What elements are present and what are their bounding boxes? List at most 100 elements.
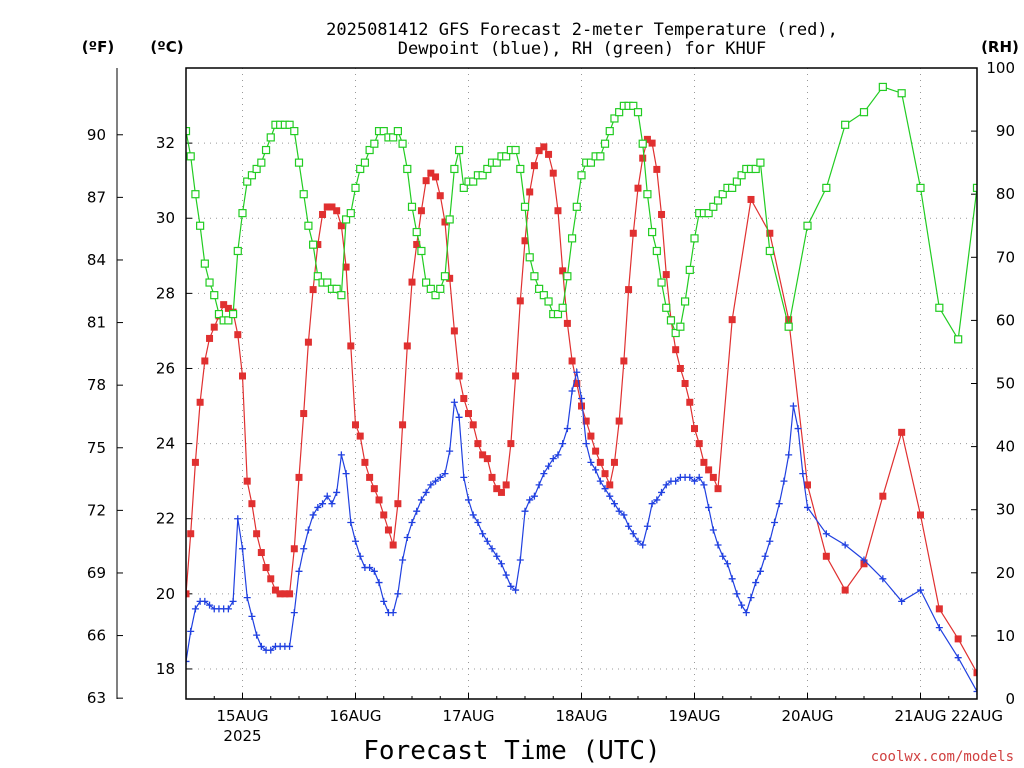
temperature-point (408, 278, 416, 286)
dewpoint-point (789, 402, 797, 410)
rh-point (511, 145, 520, 155)
temperature-point (186, 590, 190, 598)
dewpoint-point (695, 473, 703, 481)
dewpoint-point (267, 646, 275, 654)
dewpoint-point (860, 556, 868, 564)
rh-point (671, 328, 680, 338)
rh-point (252, 164, 261, 174)
rh-point (478, 171, 487, 180)
dewpoint-point (319, 500, 327, 508)
dewpoint-point (229, 597, 237, 605)
temperature-point (526, 188, 534, 196)
rh-tick-label: 30 (996, 501, 1015, 519)
temperature-point (314, 241, 322, 249)
temperature-point (422, 177, 430, 185)
temperature-point (549, 169, 557, 177)
rh-point (935, 303, 944, 312)
dewpoint-point (625, 522, 633, 530)
dewpoint-point (738, 601, 746, 609)
temperature-point (643, 135, 651, 143)
dewpoint-point (752, 579, 760, 587)
x-tick-label: 21AUG (895, 707, 947, 725)
dewpoint-point (186, 657, 190, 665)
dewpoint-point (380, 597, 388, 605)
dewpoint-point (629, 530, 637, 538)
temperature-point (337, 222, 345, 230)
rh-point (657, 278, 666, 287)
dewpoint-point (573, 368, 581, 376)
rh-unit-label: (RH) (981, 38, 1019, 56)
rh-point (535, 284, 544, 293)
dewpoint-point (526, 496, 534, 504)
dewpoint-point (497, 560, 505, 568)
rh-point (346, 209, 355, 218)
dewpoint-point (747, 594, 755, 602)
rh-point (356, 164, 365, 174)
rh-point (756, 158, 765, 167)
rh-point (450, 164, 459, 174)
fahrenheit-tick-label: 90 (87, 126, 106, 144)
temperature-point (276, 590, 284, 598)
x-axis-label: Forecast Time (UTC) (363, 736, 660, 766)
rh-point (365, 145, 374, 155)
temperature-point (239, 372, 246, 380)
series-dewpoint (186, 368, 977, 695)
x-tick-label: 20AUG (782, 707, 834, 725)
dewpoint-point (483, 537, 491, 545)
rh-point (196, 221, 205, 230)
rh-tick-label: 60 (996, 311, 1015, 329)
rh-point (341, 215, 351, 224)
rh-point (605, 126, 614, 136)
dewpoint-point (337, 451, 345, 459)
dewpoint-point (455, 413, 463, 421)
dewpoint-point (653, 496, 661, 504)
dewpoint-point (658, 488, 666, 496)
temperature-point (243, 477, 251, 485)
dewpoint-point (709, 526, 717, 534)
temperature-point (686, 398, 694, 406)
temperature-point (898, 428, 906, 436)
rh-point (553, 309, 563, 319)
dewpoint-point (300, 545, 308, 553)
temperature-point (497, 488, 505, 496)
x-tick-label: 22AUG (951, 707, 1003, 725)
dewpoint-point (639, 541, 647, 549)
rh-point (483, 164, 492, 174)
celsius-tick-label: 24 (156, 435, 175, 453)
plot-frame (185, 67, 978, 700)
dewpoint-point (304, 526, 312, 534)
dewpoint-point (436, 473, 444, 481)
dewpoint-point (512, 586, 520, 594)
rh-point (666, 316, 676, 325)
dewpoint-point (540, 470, 548, 478)
temperature-point (281, 590, 289, 598)
rh-point (859, 108, 869, 117)
dewpoint-point (648, 500, 656, 508)
temperature-point (625, 286, 633, 294)
temperature-point (582, 417, 590, 425)
rh-point (186, 152, 195, 161)
rh-tick-label: 40 (996, 438, 1015, 456)
rh-tick-label: 100 (986, 59, 1015, 77)
temperature-point (361, 458, 369, 466)
temperature-point (563, 319, 571, 327)
dewpoint-point (742, 609, 750, 617)
dewpoint-point (507, 582, 515, 590)
temperature-point (257, 549, 265, 557)
rh-point (525, 253, 534, 262)
dewpoint-point (248, 612, 256, 620)
rh-point (878, 82, 887, 92)
temperature-point (521, 237, 529, 245)
dewpoint-point (460, 473, 468, 481)
temperature-point (469, 421, 477, 429)
fahrenheit-tick-label: 81 (87, 314, 106, 332)
temperature-point (681, 380, 689, 387)
rh-point (596, 152, 605, 161)
fahrenheit-unit-label: (ºF) (82, 38, 114, 56)
rh-point (205, 278, 214, 287)
temperature-point (606, 481, 614, 489)
rh-point (332, 284, 341, 293)
rh-point (680, 297, 690, 306)
rh-point (445, 215, 454, 224)
